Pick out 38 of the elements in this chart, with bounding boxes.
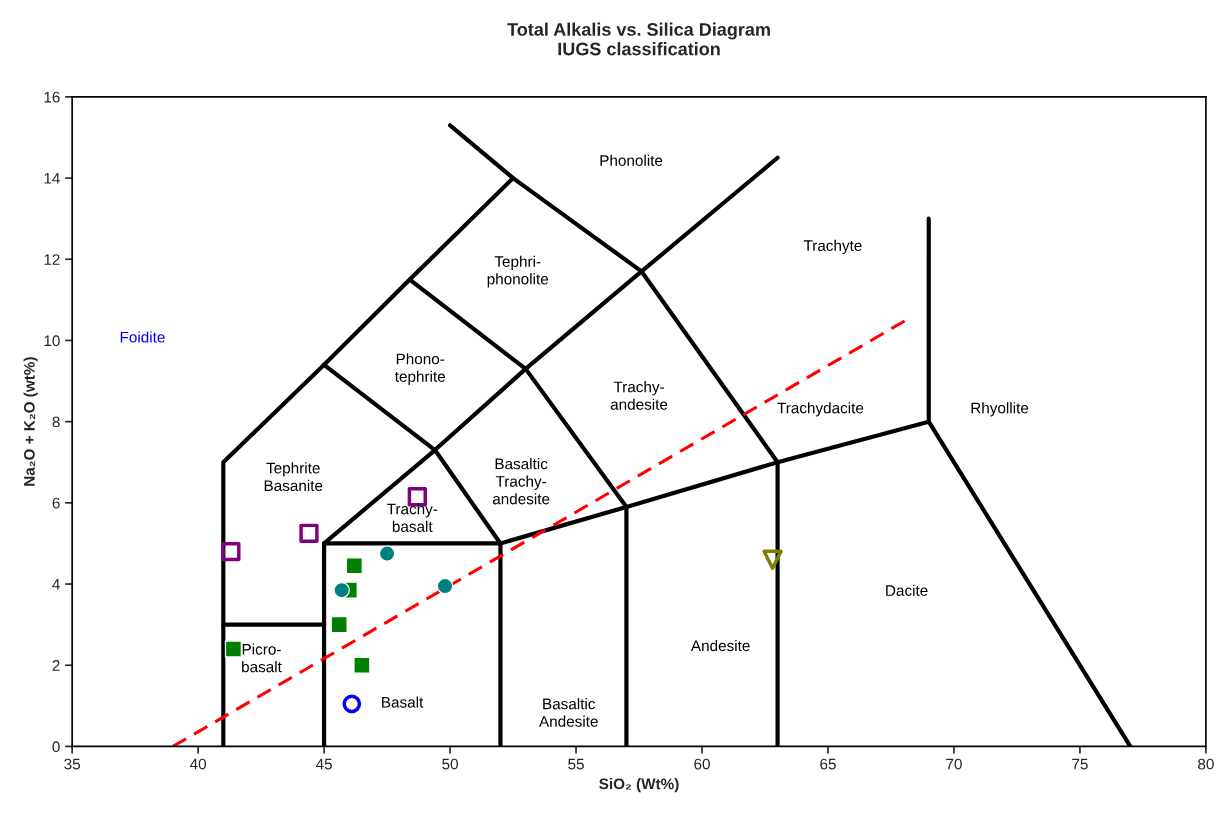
x-tick-label: 45 [315, 758, 332, 770]
y-tick-label: 12 [44, 254, 60, 265]
annotation: Dacite [886, 584, 928, 596]
annotation: Trachyte [803, 239, 862, 255]
annotation: Phonolite [600, 154, 663, 166]
annotation: Tephrite Basanite [264, 462, 323, 492]
annotation: Basaltic Andesite [539, 698, 598, 727]
x-axis-title: SiO₂ (Wt%) [599, 778, 679, 793]
y-tick-label: 2 [52, 660, 60, 671]
y-tick-label: 4 [52, 579, 60, 590]
annotation: Tephri- phonolite [487, 255, 549, 288]
x-tick-label: 60 [694, 758, 710, 770]
y-tick-label: 6 [52, 497, 60, 509]
x-tick-label: 50 [442, 758, 458, 770]
x-tick-label: 65 [820, 758, 836, 770]
y-tick-label: 14 [44, 173, 60, 184]
x-tick-label: 35 [64, 758, 81, 770]
x-tick-label: 55 [568, 758, 584, 770]
x-tick-label: 80 [1198, 758, 1214, 770]
y-tick-label: 0 [52, 741, 60, 753]
x-tick-label: 70 [946, 758, 962, 770]
y-axis-title: Na₂O + K₂O (wt%) [23, 357, 38, 486]
annotation: Phono- tephrite [394, 353, 446, 385]
y-tick-label: 16 [44, 91, 60, 103]
annotation: Picro- basalt [242, 643, 282, 673]
x-tick-label: 75 [1072, 758, 1088, 770]
annotation: Trachy- basalt [387, 503, 438, 532]
y-tick-label: 8 [52, 416, 60, 428]
annotation: Andesite [690, 639, 750, 652]
annotation: Basalt [382, 696, 424, 708]
annotation: Trachy- andesite [610, 381, 668, 410]
annotation: Foidite [120, 331, 165, 343]
annotation: Trachydacite [777, 402, 864, 417]
annotation: Rhyollite [971, 402, 1029, 417]
y-tick-label: 10 [44, 335, 60, 347]
chart-title: Total Alkalis vs. Silica Diagram IUGS classification [507, 22, 770, 56]
annotation: Basaltic Trachy- andesite [492, 458, 550, 505]
x-tick-label: 40 [189, 758, 207, 770]
